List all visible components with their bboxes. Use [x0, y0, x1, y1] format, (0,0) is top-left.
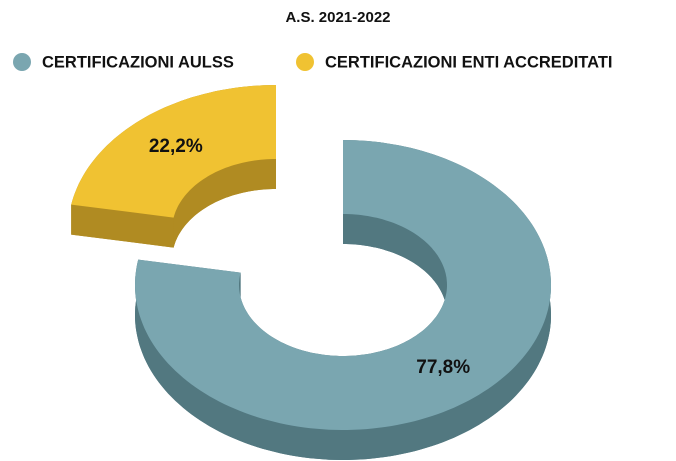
- chart-title: A.S. 2021-2022: [285, 9, 390, 26]
- legend-label: CERTIFICAZIONI ENTI ACCREDITATI: [325, 53, 613, 71]
- slice: 77,8%: [135, 140, 551, 460]
- legend-swatch: [296, 53, 314, 71]
- slice-end-wall: [71, 204, 174, 248]
- slice-top: [135, 140, 551, 430]
- legend-swatch: [13, 53, 31, 71]
- legend-label: CERTIFICAZIONI AULSS: [42, 53, 234, 71]
- data-label: 22,2%: [149, 136, 203, 157]
- slice-top: [71, 85, 276, 218]
- slice-inner-wall: [173, 159, 276, 248]
- slice: 22,2%: [71, 85, 276, 248]
- data-label: 77,8%: [416, 357, 470, 378]
